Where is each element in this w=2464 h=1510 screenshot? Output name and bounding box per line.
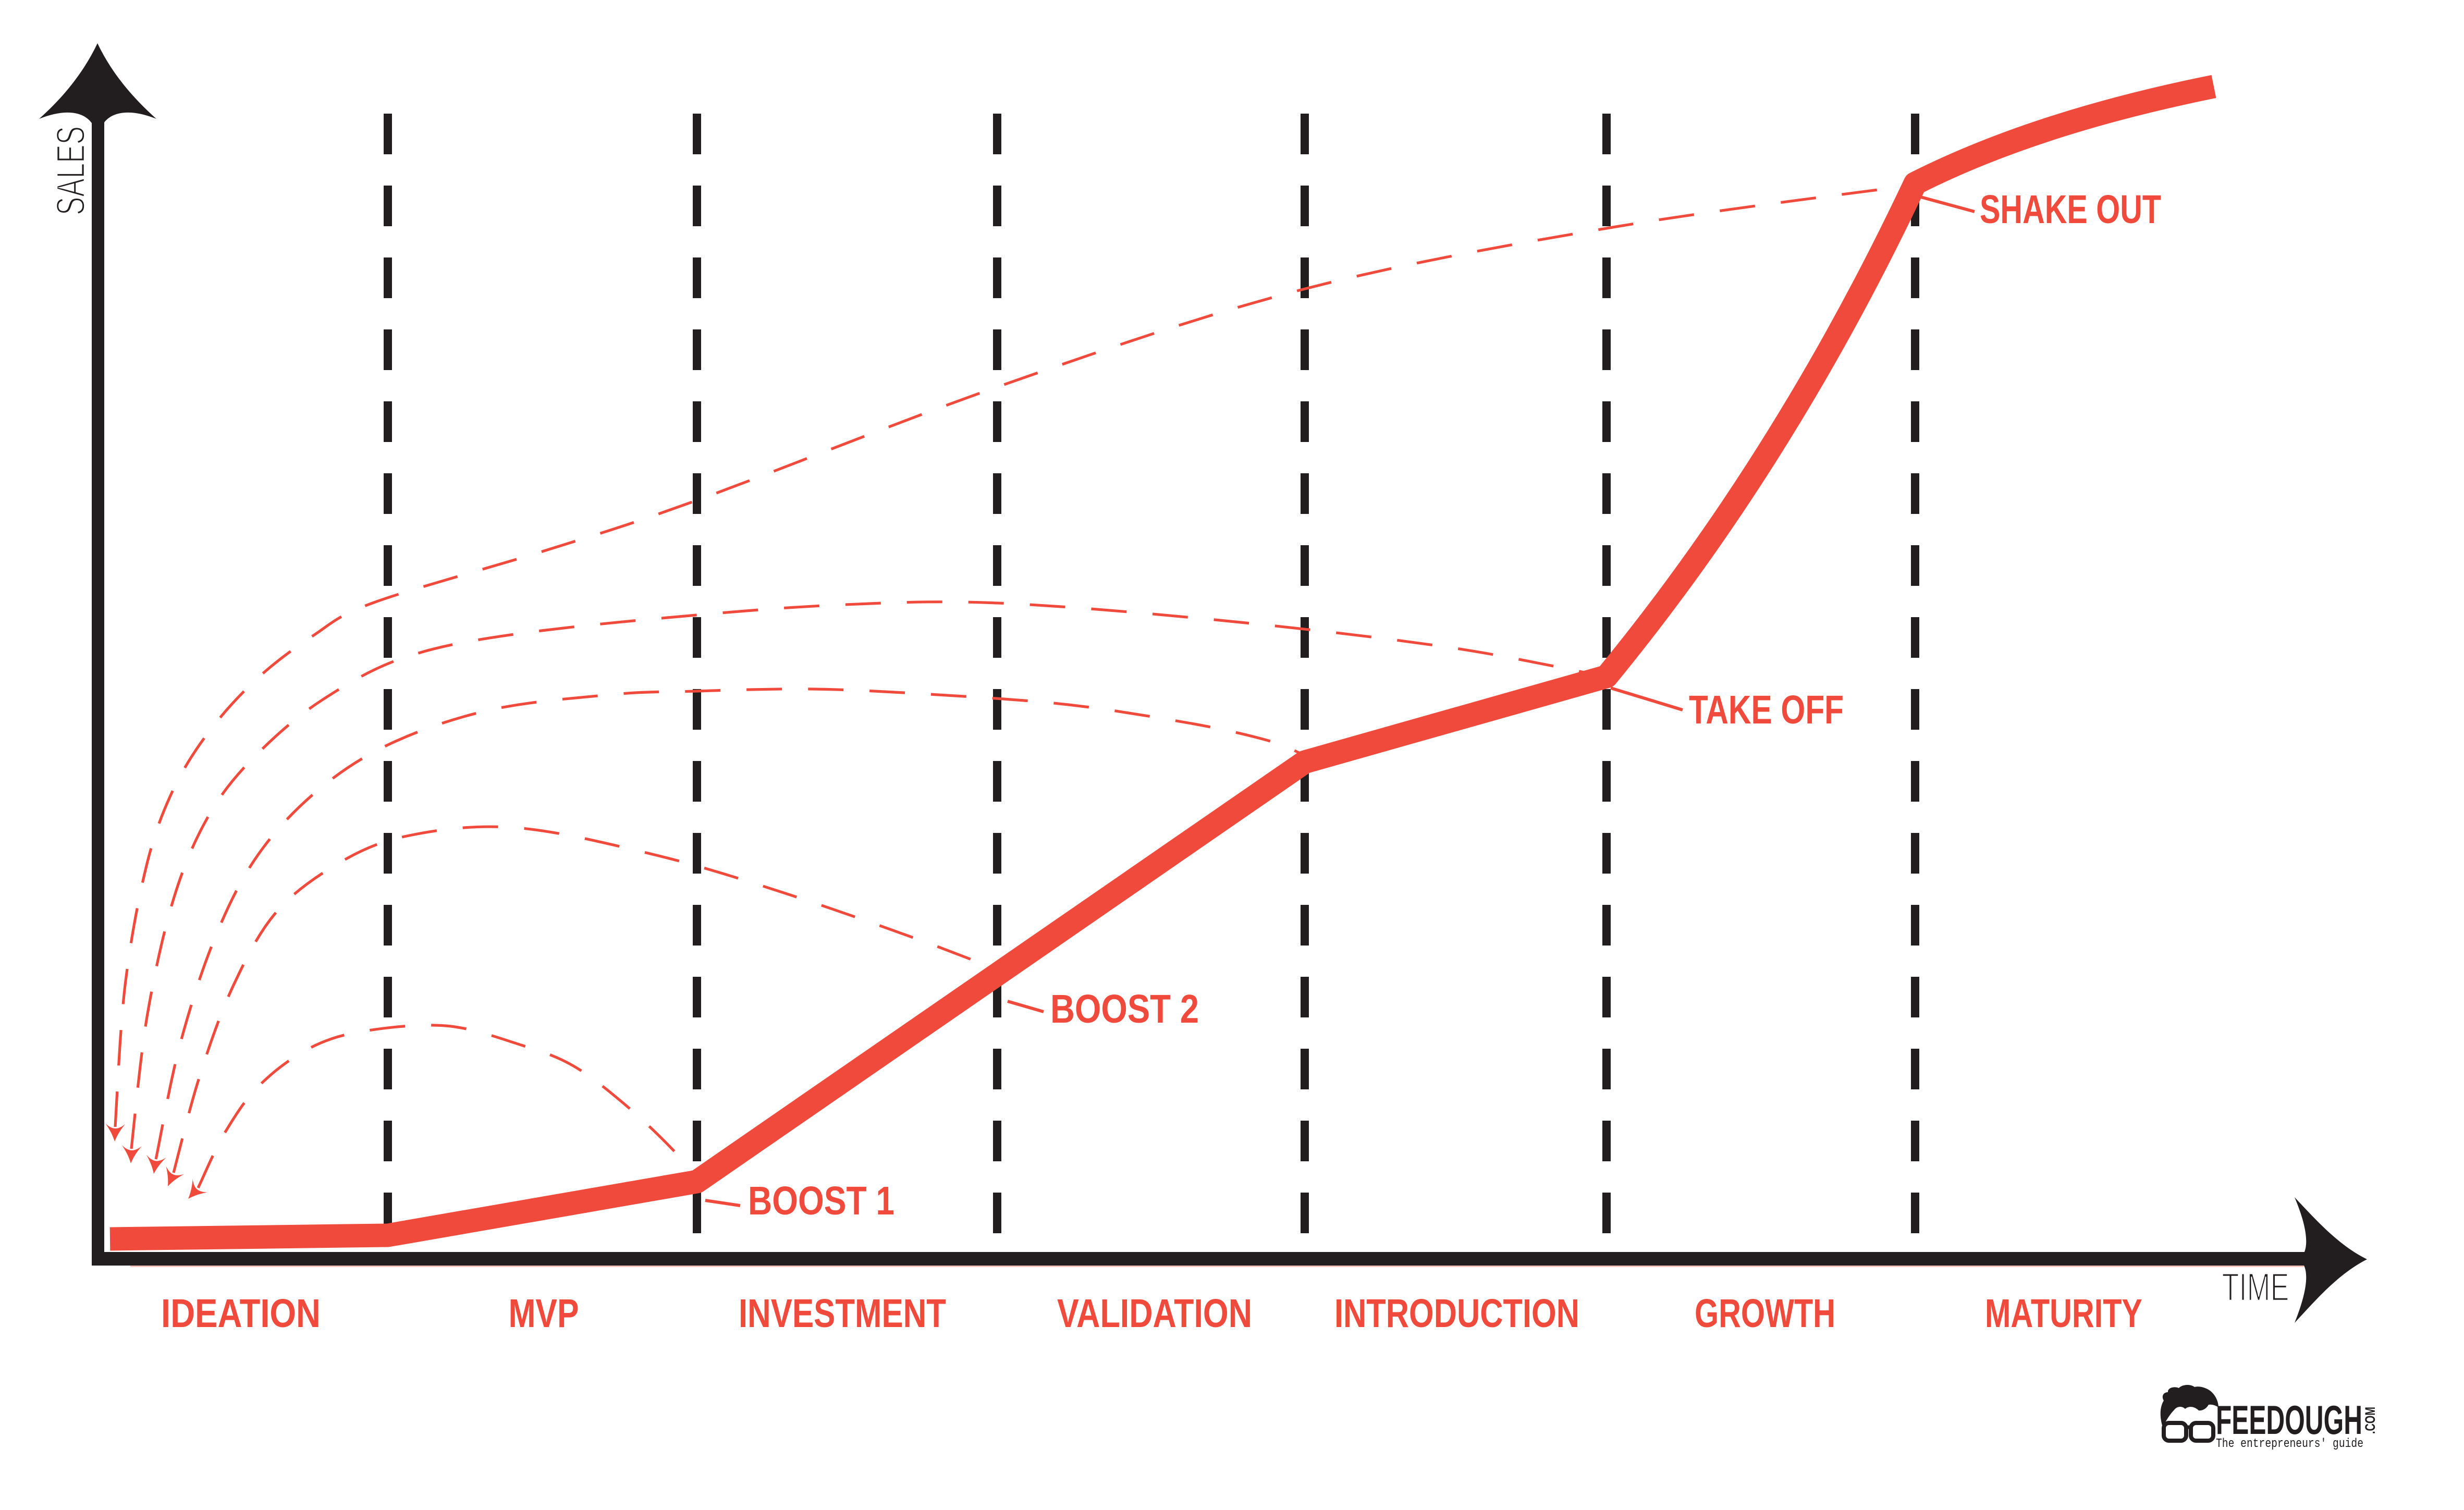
svg-text:The entrepreneurs' guide: The entrepreneurs' guide — [2216, 1437, 2363, 1451]
svg-text:IDEATION: IDEATION — [161, 1291, 321, 1336]
svg-text:SHAKE OUT: SHAKE OUT — [1980, 187, 2161, 232]
svg-text:INVESTMENT: INVESTMENT — [739, 1291, 946, 1336]
svg-text:TIME: TIME — [2222, 1265, 2289, 1309]
svg-text:FEEDOUGH: FEEDOUGH — [2216, 1397, 2362, 1443]
svg-text:INTRODUCTION: INTRODUCTION — [1334, 1291, 1579, 1336]
svg-text:MATURITY: MATURITY — [1985, 1291, 2142, 1336]
svg-text:BOOST 1: BOOST 1 — [748, 1178, 894, 1223]
svg-text:TAKE OFF: TAKE OFF — [1689, 688, 1844, 732]
svg-text:GROWTH: GROWTH — [1695, 1291, 1835, 1336]
svg-text:BOOST 2: BOOST 2 — [1050, 987, 1199, 1032]
svg-text:MVP: MVP — [509, 1291, 579, 1336]
svg-text:.COM: .COM — [2362, 1407, 2378, 1434]
svg-text:SALES: SALES — [48, 126, 93, 215]
svg-text:VALIDATION: VALIDATION — [1057, 1291, 1252, 1336]
